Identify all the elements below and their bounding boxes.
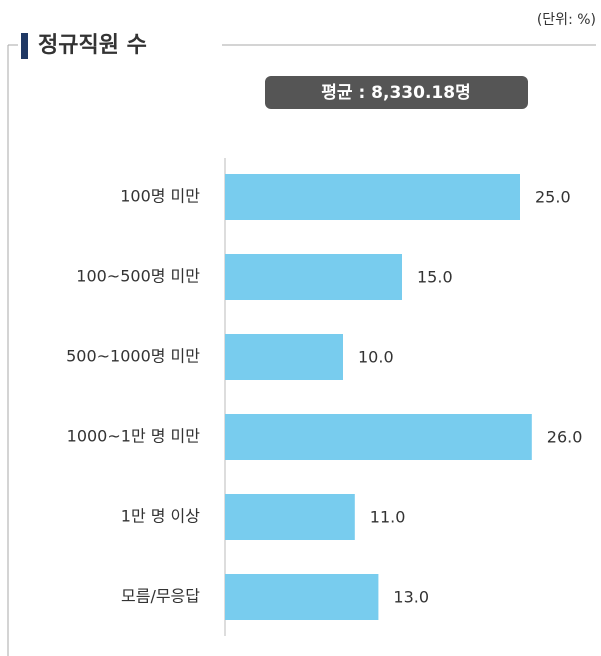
bar (225, 254, 402, 300)
bar (225, 574, 379, 620)
annotation: 평균 : 8,330.18명 (321, 83, 470, 103)
bar (225, 334, 343, 380)
y-tick-label: 100명 미만 (120, 187, 200, 206)
value-label: 26.0 (547, 428, 583, 447)
bar (225, 494, 355, 540)
y-tick-label: 100~500명 미만 (76, 267, 200, 286)
value-label: 11.0 (370, 508, 406, 527)
bar (225, 174, 520, 220)
y-tick-label: 1만 명 이상 (121, 507, 201, 526)
chart-title: 정규직원 수 (38, 33, 147, 58)
bar (225, 414, 532, 460)
y-tick-label: 500~1000명 미만 (66, 347, 200, 366)
value-label: 25.0 (535, 188, 571, 207)
title-marker (21, 33, 28, 59)
annotation-box (265, 76, 528, 109)
value-label: 10.0 (358, 348, 394, 367)
unit-label: (단위: %) (537, 12, 596, 28)
value-label: 13.0 (393, 588, 429, 607)
y-tick-label: 모름/무응답 (121, 587, 200, 606)
value-label: 15.0 (417, 268, 453, 287)
y-tick-label: 1000~1만 명 미만 (67, 427, 201, 446)
